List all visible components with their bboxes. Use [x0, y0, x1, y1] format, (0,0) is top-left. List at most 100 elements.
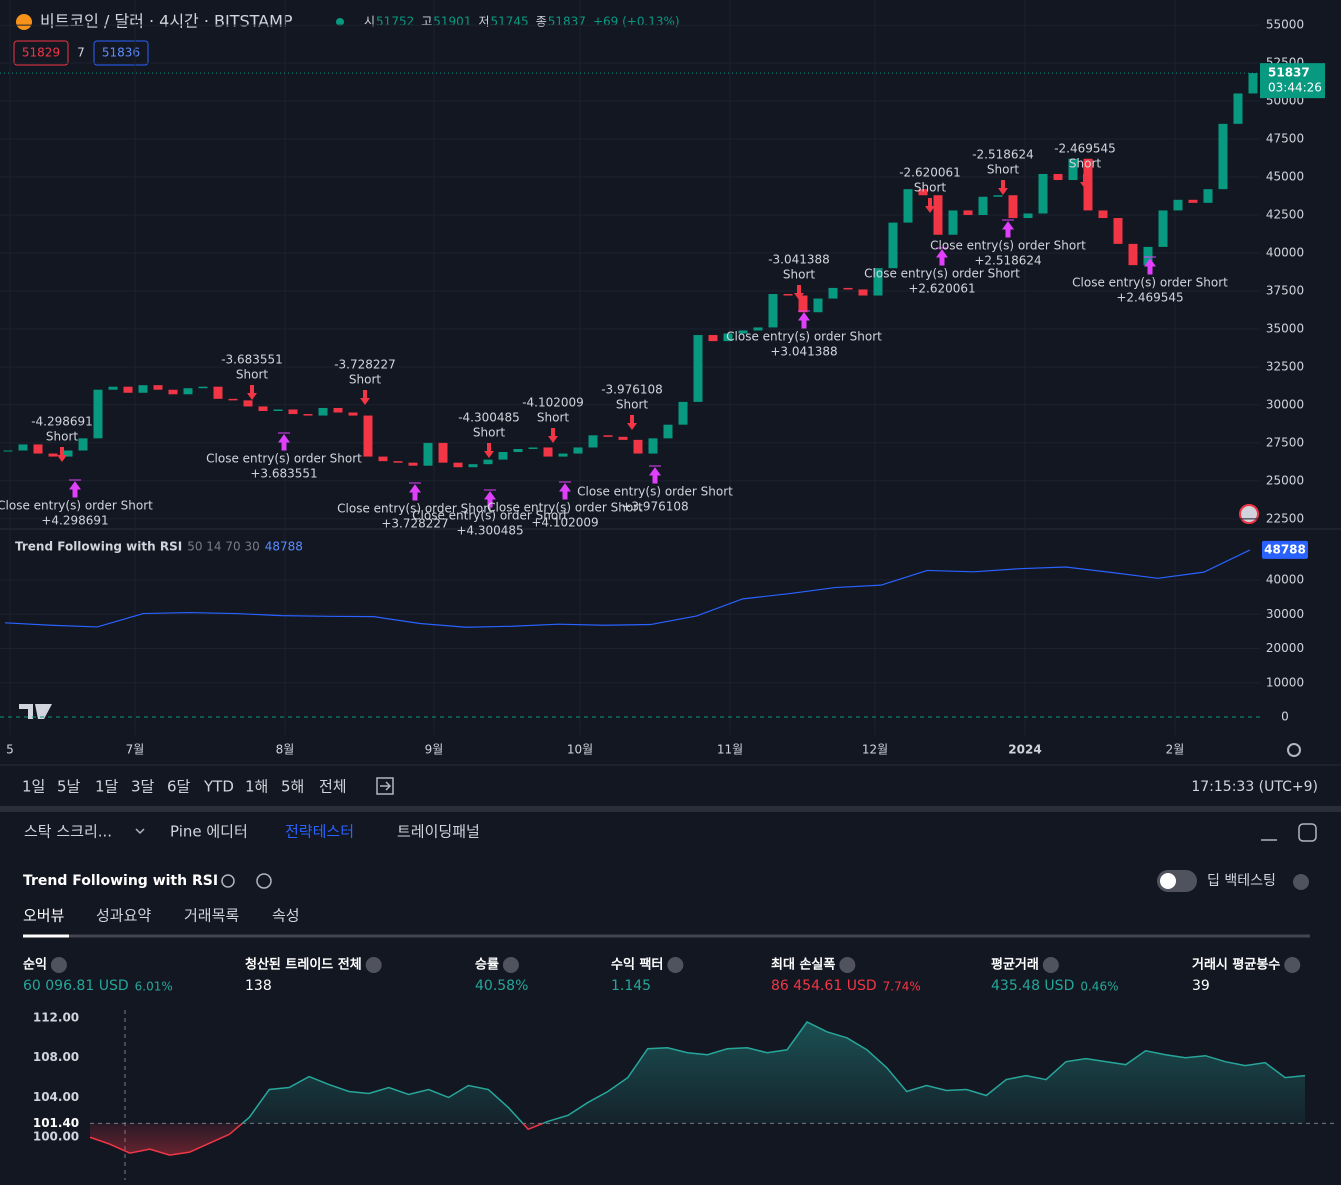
trade-entry: -4.102009 — [522, 396, 584, 410]
metric-label: 평균거래 — [991, 957, 1039, 973]
exit-arrow — [649, 465, 661, 484]
range-button[interactable]: 1해 — [245, 778, 268, 796]
ask: 51836 — [102, 46, 140, 60]
range-button[interactable]: 1일 — [22, 778, 45, 796]
candle — [423, 442, 433, 466]
y-tick-label: 108.00 — [33, 1050, 79, 1064]
range-button[interactable]: 1달 — [95, 778, 119, 796]
entry-arrow — [360, 390, 370, 405]
trade-profit: +3.683551 — [250, 467, 317, 481]
indicator-line — [4, 549, 1251, 628]
candle — [558, 453, 568, 457]
reload-icon[interactable] — [256, 873, 272, 889]
metric-value: 138 — [245, 978, 272, 994]
help-icon[interactable] — [1293, 874, 1309, 890]
candle — [993, 195, 1003, 197]
y-tick-label: 40000 — [1266, 245, 1304, 259]
range-button[interactable]: 5날 — [57, 778, 81, 796]
indicator-params: 50 14 70 30 — [187, 540, 260, 554]
candle — [738, 330, 748, 334]
candle — [768, 294, 778, 328]
trade-exit: Close entry(s) order Short — [726, 330, 882, 344]
candle — [288, 409, 298, 415]
candle — [303, 414, 313, 416]
x-tick-label: 8월 — [276, 743, 295, 757]
indicator-value-box — [1262, 540, 1308, 559]
range-button[interactable]: 3달 — [131, 778, 155, 796]
ask-box[interactable] — [93, 40, 149, 66]
subtab[interactable]: 오버뷰 — [23, 907, 65, 925]
exit-arrow — [1144, 256, 1156, 275]
candle — [903, 189, 913, 223]
trade-side: Short — [349, 373, 381, 387]
y-tick-label: 10000 — [1266, 675, 1304, 689]
y-tick-label: 112.00 — [33, 1010, 79, 1024]
candle — [453, 462, 463, 468]
trade-entry: -2.469545 — [1054, 142, 1116, 156]
equity-line — [89, 1020, 1306, 1156]
candle — [663, 424, 673, 439]
candle — [93, 389, 103, 439]
range-button[interactable]: 6달 — [167, 778, 191, 796]
trade-entry: -3.728227 — [334, 358, 396, 372]
candle — [243, 400, 253, 407]
panel-tab[interactable]: 전략테스터 — [285, 823, 354, 841]
range-button[interactable]: 전체 — [319, 778, 347, 796]
subtab[interactable]: 속성 — [272, 907, 300, 925]
candle — [438, 442, 448, 463]
candle — [1038, 173, 1048, 214]
goto-date-icon[interactable] — [376, 777, 394, 795]
y-tick-label: 35000 — [1266, 321, 1304, 335]
candle — [513, 448, 523, 453]
bid-box[interactable] — [13, 40, 69, 66]
subtab[interactable]: 성과요약 — [96, 907, 151, 925]
metric-value: 1.145 — [611, 978, 651, 994]
y-tick-label: 55000 — [1266, 18, 1304, 32]
info-icon — [667, 957, 684, 973]
candle — [588, 435, 598, 448]
range-button[interactable]: YTD — [203, 778, 234, 796]
candle — [1233, 93, 1243, 124]
candle — [153, 385, 163, 390]
candle — [108, 386, 118, 390]
info-icon — [502, 957, 519, 973]
y-tick-label: 47500 — [1266, 132, 1304, 146]
spread: 7 — [77, 46, 85, 60]
candle — [948, 210, 958, 235]
candle — [63, 450, 73, 457]
maximize-icon[interactable] — [1298, 823, 1317, 842]
trade-side: Short — [473, 426, 505, 440]
baseline-label: 101.40 — [33, 1116, 79, 1130]
range-button[interactable]: 5해 — [281, 778, 304, 796]
candle — [213, 386, 223, 399]
x-tick-label: 2월 — [1166, 743, 1185, 757]
panel-tab[interactable]: 스탁 스크리... — [24, 823, 112, 841]
gear-icon[interactable] — [221, 874, 235, 888]
candle — [393, 461, 403, 463]
settings-icon[interactable] — [1287, 743, 1301, 757]
candle — [888, 222, 898, 269]
indicator-value-axis: 48788 — [1264, 542, 1306, 556]
y-tick-label: 45000 — [1266, 170, 1304, 184]
candle — [3, 450, 13, 452]
candle — [363, 415, 373, 457]
countdown: 03:44:26 — [1268, 81, 1322, 95]
candle — [138, 385, 148, 393]
exit-arrow — [278, 432, 290, 451]
y-tick-label: 22500 — [1266, 511, 1304, 525]
panel-tab[interactable]: 트레이딩패널 — [397, 823, 480, 841]
trade-profit: +2.518624 — [974, 254, 1041, 268]
exit-arrow — [798, 310, 810, 329]
x-tick-label: 10월 — [567, 743, 593, 757]
metric-value: 60 096.81 USD — [23, 978, 129, 994]
flag-icon[interactable] — [1239, 504, 1259, 524]
candle — [648, 438, 658, 454]
chevron[interactable] — [135, 828, 145, 835]
candle — [1143, 246, 1153, 266]
indicator-name: Trend Following with RSI — [15, 540, 182, 554]
subtab[interactable]: 거래목록 — [184, 907, 239, 925]
panel-tab[interactable]: Pine 에디터 — [170, 823, 248, 841]
trade-entry: -4.300485 — [458, 411, 520, 425]
candle — [753, 327, 763, 331]
